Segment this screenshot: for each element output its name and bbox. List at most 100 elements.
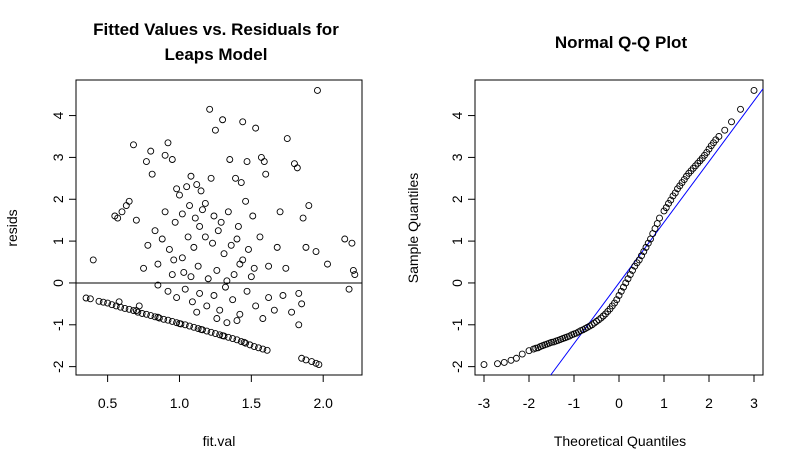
residuals-plot-point: [82, 294, 90, 302]
residuals-plot-point: [130, 307, 137, 315]
residuals-plot-point: [302, 243, 310, 251]
residuals-plot-point: [104, 299, 112, 307]
residuals-plot-point: [132, 216, 140, 224]
residuals-plot-point: [193, 181, 201, 189]
residuals-plot-point: [140, 264, 147, 272]
residuals-plot-point: [197, 325, 205, 333]
residuals-plot-ylabel: resids: [4, 209, 20, 246]
residuals-plot-point: [345, 285, 353, 293]
qq-plot-qq-line: [550, 88, 764, 376]
residuals-plot-point: [121, 305, 129, 312]
residuals-plot-point: [259, 345, 267, 353]
residuals-plot-point: [184, 233, 192, 241]
residuals-plot-y-tick-label: 0: [50, 279, 66, 287]
residuals-plot-point: [213, 315, 221, 322]
qq-plot-point: [620, 283, 627, 291]
qq-plot-point: [689, 164, 697, 172]
residuals-plot-point: [187, 273, 195, 281]
qq-plot-point: [707, 142, 715, 150]
residuals-plot-point: [170, 256, 178, 264]
residuals-plot-point: [262, 170, 270, 178]
residuals-plot-point: [203, 327, 211, 335]
qq-plot-marks: -3 -2 -1 0 1 2 3 -2 -1 0 1 2 3 4: [449, 87, 764, 411]
residuals-plot-point: [190, 243, 198, 251]
residuals-plot-point: [265, 294, 273, 302]
residuals-plot-point: [161, 151, 169, 159]
residuals-plot-point: [171, 218, 179, 226]
residuals-plot-point: [240, 338, 248, 346]
residuals-plot-point: [226, 156, 234, 163]
residuals-plot-point: [239, 256, 247, 264]
residuals-plot-point: [135, 302, 143, 310]
residuals-plot-point: [173, 294, 181, 302]
residuals-plot-point: [265, 262, 273, 270]
qq-plot-point: [624, 275, 632, 283]
residuals-plot-point: [114, 214, 122, 222]
residuals-plot-point: [259, 315, 267, 322]
residuals-plot-point: [183, 183, 191, 191]
residuals-plot-point: [239, 118, 247, 126]
residuals-plot-point: [263, 346, 271, 354]
residuals-plot-point: [151, 313, 159, 321]
residuals-plot-point: [203, 302, 211, 310]
residuals-plot-y-tick-label: 3: [50, 153, 66, 161]
qq-plot-point: [649, 230, 657, 238]
residuals-plot-point: [243, 158, 251, 166]
residuals-plot-point: [249, 212, 257, 220]
residuals-plot-point: [168, 156, 176, 163]
residuals-plot-point: [247, 273, 255, 281]
residuals-plot-point: [298, 300, 306, 308]
residuals-plot-point: [188, 298, 196, 306]
residuals-plot-point: [180, 269, 188, 276]
residuals-plot-point: [144, 241, 152, 249]
qq-plot-point: [536, 343, 544, 350]
qq-plot-point: [662, 204, 670, 212]
qq-plot-point: [638, 252, 645, 260]
residuals-plot-point: [223, 277, 231, 285]
qq-plot-point: [631, 262, 639, 270]
residuals-plot-point: [237, 338, 245, 345]
residuals-plot-point: [193, 308, 201, 316]
qq-plot-point: [568, 331, 576, 339]
qq-plot-y-tick-label: -2: [449, 360, 465, 373]
residuals-plot: Fitted Values vs. Residuals for Leaps Mo…: [4, 20, 363, 449]
residuals-plot-point: [312, 248, 320, 256]
residuals-plot-point: [204, 275, 212, 283]
residuals-plot-point: [154, 281, 162, 289]
residuals-plot-point: [122, 202, 130, 209]
residuals-plot-point: [148, 170, 156, 178]
residuals-plot-point: [341, 235, 349, 243]
residuals-plot-point: [279, 292, 287, 299]
residuals-plot-point: [125, 305, 133, 313]
qq-plot-point: [653, 220, 661, 227]
qq-plot-y-tick-label: 0: [449, 279, 465, 287]
residuals-plot-title-line-2: Leaps Model: [165, 45, 268, 64]
residuals-plot-point: [324, 260, 331, 268]
qq-plot-box: [474, 79, 764, 376]
residuals-plot-point: [190, 323, 198, 331]
residuals-plot-point: [250, 264, 258, 272]
residuals-plot-point: [147, 147, 155, 155]
residuals-plot-point: [229, 335, 237, 343]
residuals-plot-point: [237, 179, 245, 186]
residuals-plot-xlabel: fit.val: [203, 433, 236, 449]
qq-plot-point: [622, 279, 630, 287]
residuals-plot-point: [243, 287, 251, 295]
qq-plot-point: [629, 266, 636, 274]
residuals-plot-point: [147, 312, 155, 320]
residuals-plot-x-tick-label: 0.5: [98, 395, 118, 411]
residuals-plot-point: [257, 153, 265, 161]
qq-plot-point: [604, 307, 612, 315]
qq-plot-y-tick-label: -1: [449, 318, 465, 331]
residuals-plot-point: [305, 202, 313, 209]
residuals-plot-point: [173, 319, 181, 327]
residuals-plot-point: [273, 243, 281, 251]
residuals-plot-point: [168, 317, 176, 325]
qq-plot-xlabel: Theoretical Quantiles: [554, 433, 686, 449]
residuals-plot-point: [210, 292, 218, 299]
residuals-plot-point: [227, 241, 235, 249]
residuals-plot-point: [191, 214, 199, 222]
qq-plot-point: [703, 148, 711, 156]
qq-plot-point: [563, 333, 571, 341]
residuals-plot-point: [276, 208, 284, 216]
